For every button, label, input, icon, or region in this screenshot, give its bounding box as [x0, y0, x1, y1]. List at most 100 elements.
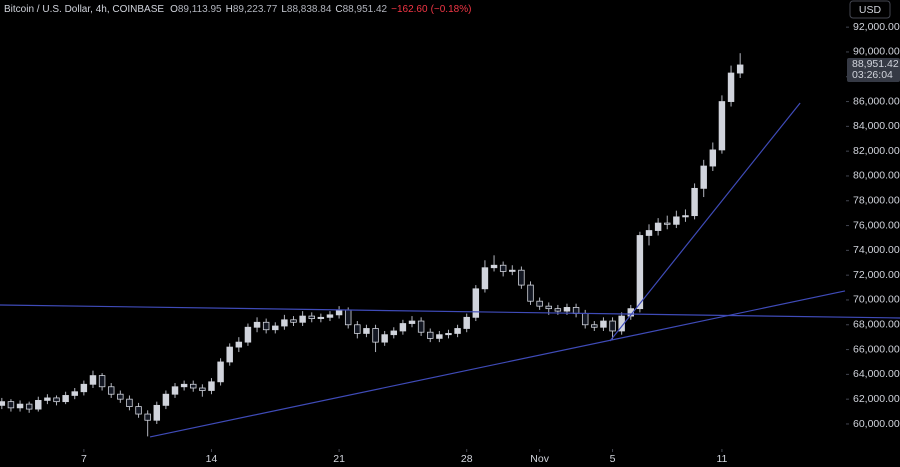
y-tick-label: 78,000.00 [853, 195, 900, 207]
candle-body [654, 222, 662, 231]
candle-body [35, 400, 42, 410]
candle-body [381, 334, 388, 343]
candle-body [217, 361, 224, 383]
x-tick-label: 7 [81, 453, 87, 465]
candle-body [664, 222, 671, 225]
candle-body [25, 403, 33, 410]
candle-body [144, 413, 151, 421]
y-tick-label: 76,000.00 [853, 219, 900, 231]
candle-body [454, 328, 461, 334]
trend-line [609, 102, 801, 342]
last-price-box [847, 57, 900, 82]
candle-body [326, 314, 334, 318]
candle-body [190, 383, 197, 389]
candle-body [354, 324, 361, 334]
candle-body [499, 264, 507, 272]
ohlc-value: 88,838.84 [287, 4, 332, 15]
candle-body [700, 165, 707, 189]
x-tick-label: 28 [461, 453, 473, 465]
candle-body [554, 308, 562, 312]
candle-body [427, 331, 434, 339]
y-tick-label: 82,000.00 [853, 145, 900, 157]
candle-body [281, 319, 288, 327]
candle-body [600, 320, 607, 328]
trend-line [0, 304, 900, 319]
y-tick-label: 66,000.00 [853, 343, 900, 355]
x-tick-label: 21 [333, 453, 345, 465]
candle-body [253, 321, 261, 328]
candle-body [162, 393, 170, 406]
y-tick-label: 84,000.00 [853, 120, 900, 132]
y-tick-label: 64,000.00 [853, 368, 900, 380]
candle-body [481, 267, 489, 290]
candle-body [463, 316, 470, 329]
currency[interactable]: USD [859, 4, 882, 16]
y-tick-label: 86,000.00 [853, 95, 900, 107]
candle-body [645, 230, 653, 236]
candle-body [126, 398, 133, 408]
candle-body [235, 341, 243, 348]
x-tick-label: 5 [610, 453, 616, 465]
candle-body [0, 401, 6, 406]
candle-body [372, 328, 379, 343]
ohlc-key: O [170, 4, 178, 15]
header: Bitcoin / U.S. Dollar, 4h, COINBASE O89,1… [4, 4, 471, 15]
candle-body [153, 404, 161, 421]
candle-body [290, 319, 297, 323]
candle-body [98, 375, 106, 388]
candle-body [408, 320, 416, 324]
candle-body [208, 381, 215, 391]
ohlc-value: 89,113.95 [178, 4, 222, 15]
candle-body [445, 333, 452, 336]
candle-body [317, 316, 325, 319]
ohlc-key: L [281, 4, 287, 15]
candle-body [682, 215, 689, 218]
candle-body [509, 269, 516, 272]
y-tick-label: 60,000.00 [853, 418, 900, 430]
y-tick-label: 62,000.00 [853, 393, 900, 405]
candle-body [117, 393, 124, 400]
candle-body [591, 324, 598, 328]
candle-body [308, 315, 315, 319]
candle-body [272, 325, 279, 331]
candle-body [727, 72, 735, 102]
countdown: 03:26:04 [852, 69, 893, 81]
y-tick-label: 72,000.00 [853, 269, 900, 281]
candle-body [53, 397, 60, 403]
candle-body [199, 387, 206, 391]
candle-body [89, 375, 97, 385]
candle-body [62, 395, 69, 403]
candle-body [80, 383, 88, 393]
candle-body [363, 328, 370, 334]
candle-body [436, 334, 443, 339]
candle-body [44, 397, 51, 401]
ohlc-key: H [226, 4, 233, 15]
candle-body [135, 406, 142, 415]
candle-body [7, 401, 15, 409]
candle-body [545, 305, 552, 310]
y-tick-label: 92,000.00 [853, 21, 900, 33]
candle-body [244, 326, 252, 343]
candle-body [673, 216, 680, 225]
candle-body [472, 288, 480, 318]
y-tick-label: 70,000.00 [853, 294, 900, 306]
x-tick-label: Nov [530, 453, 549, 465]
y-tick-label: 74,000.00 [853, 244, 900, 256]
candle-body [527, 284, 534, 302]
last-price: 88,951.42 [852, 58, 899, 70]
currency-box[interactable] [849, 0, 891, 19]
candle-body [709, 149, 717, 167]
candle-body [180, 383, 188, 388]
y-tick-label: 68,000.00 [853, 319, 900, 331]
candle-body [609, 320, 616, 332]
ohlc-key: C [335, 4, 342, 15]
y-tick-label: 90,000.00 [853, 46, 900, 58]
candle-body [518, 269, 525, 286]
candle-body [299, 315, 306, 323]
candle-body [262, 321, 270, 331]
candle-body [390, 330, 398, 336]
candle-body [16, 403, 24, 409]
